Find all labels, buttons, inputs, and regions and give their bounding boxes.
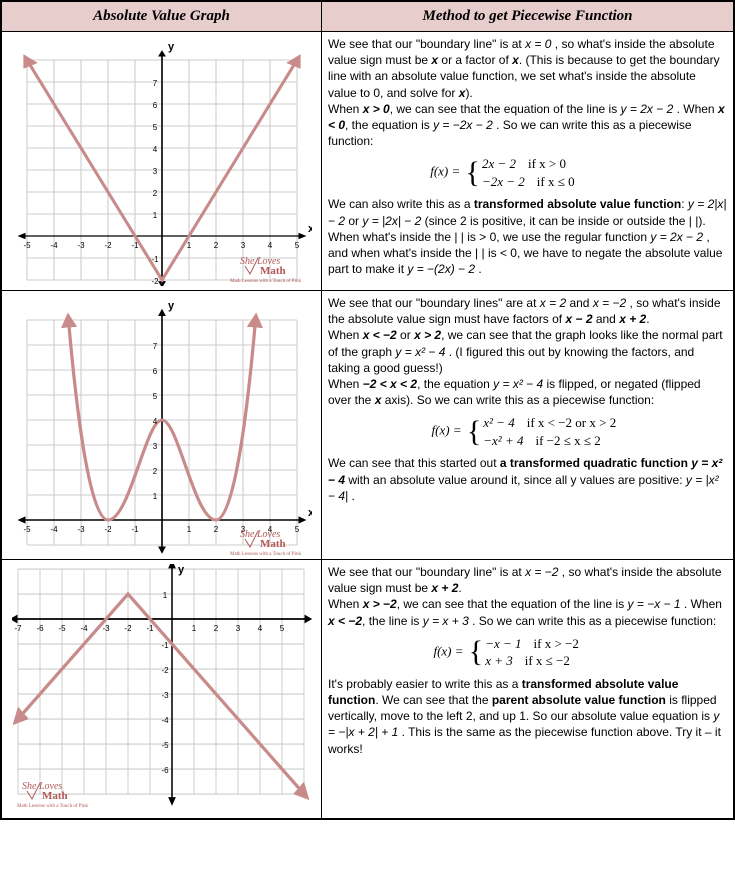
svg-text:-1: -1 [151, 255, 159, 264]
svg-text:4: 4 [257, 624, 262, 633]
svg-text:-6: -6 [36, 624, 44, 633]
svg-text:3: 3 [235, 624, 240, 633]
svg-text:-2: -2 [124, 624, 132, 633]
svg-text:-2: -2 [104, 241, 112, 250]
abs-value-graph-3: -7-6-5-4-3-2-1 12345 1 -1-2-3-4-5-6 y Sh… [12, 564, 312, 814]
abs-value-graph-1: -5-4-3-2-1 12345 -1-2 1234567 x y She Lo… [12, 36, 312, 286]
svg-text:Math: Math [42, 790, 68, 802]
svg-text:-5: -5 [23, 241, 31, 250]
svg-text:y: y [168, 300, 175, 312]
svg-text:1: 1 [191, 624, 196, 633]
svg-text:-6: -6 [161, 766, 169, 775]
svg-text:5: 5 [294, 241, 299, 250]
svg-text:-1: -1 [131, 241, 139, 250]
piecewise-2: f(x) = { x² − 4if x < −2 or x > 2 −x² + … [328, 414, 727, 449]
svg-text:4: 4 [152, 145, 157, 154]
svg-text:1: 1 [186, 241, 191, 250]
svg-text:y: y [168, 41, 175, 53]
svg-text:-3: -3 [77, 241, 85, 250]
svg-text:2: 2 [213, 525, 218, 534]
svg-text:Math Lessons with a Touch of P: Math Lessons with a Touch of Pink [230, 552, 301, 555]
svg-text:7: 7 [152, 342, 157, 351]
svg-text:-5: -5 [23, 525, 31, 534]
svg-text:-1: -1 [146, 624, 154, 633]
svg-text:1: 1 [186, 525, 191, 534]
method-cell-1: We see that our "boundary line" is at x … [322, 32, 734, 291]
svg-text:2: 2 [152, 189, 157, 198]
svg-text:-2: -2 [104, 525, 112, 534]
graph-cell-1: -5-4-3-2-1 12345 -1-2 1234567 x y She Lo… [2, 32, 322, 291]
piecewise-3: f(x) = { −x − 1if x > −2 x + 3if x ≤ −2 [328, 635, 727, 670]
svg-text:3: 3 [152, 167, 157, 176]
svg-text:Math: Math [260, 538, 286, 550]
table-row: -5-4-3-2-1 12345 1234567 x y She Loves M… [2, 291, 734, 560]
table-row: -7-6-5-4-3-2-1 12345 1 -1-2-3-4-5-6 y Sh… [2, 560, 734, 819]
svg-text:-4: -4 [50, 525, 58, 534]
svg-text:y: y [178, 564, 185, 576]
svg-text:2: 2 [213, 624, 218, 633]
svg-text:5: 5 [279, 624, 284, 633]
piecewise-1: f(x) = { 2x − 2if x > 0 −2x − 2if x ≤ 0 [328, 155, 727, 190]
main-table: Absolute Value Graph Method to get Piece… [1, 1, 734, 819]
svg-text:-2: -2 [161, 666, 169, 675]
table-row: -5-4-3-2-1 12345 -1-2 1234567 x y She Lo… [2, 32, 734, 291]
svg-text:-5: -5 [161, 741, 169, 750]
graph-cell-2: -5-4-3-2-1 12345 1234567 x y She Loves M… [2, 291, 322, 560]
svg-text:-1: -1 [131, 525, 139, 534]
svg-text:4: 4 [152, 417, 157, 426]
svg-text:-3: -3 [161, 691, 169, 700]
header-col2: Method to get Piecewise Function [322, 2, 734, 32]
svg-text:5: 5 [152, 123, 157, 132]
svg-text:Math Lessons with a Touch of P: Math Lessons with a Touch of Pink [230, 279, 301, 284]
svg-text:-2: -2 [151, 277, 159, 286]
svg-text:1: 1 [152, 492, 157, 501]
abs-value-graph-2: -5-4-3-2-1 12345 1234567 x y She Loves M… [12, 295, 312, 555]
svg-text:-4: -4 [50, 241, 58, 250]
svg-text:6: 6 [152, 101, 157, 110]
svg-text:1: 1 [152, 211, 157, 220]
svg-text:2: 2 [213, 241, 218, 250]
svg-text:-7: -7 [14, 624, 22, 633]
svg-text:5: 5 [294, 525, 299, 534]
svg-text:-5: -5 [58, 624, 66, 633]
svg-text:x: x [308, 223, 312, 235]
svg-text:x: x [308, 507, 312, 519]
svg-text:2: 2 [152, 467, 157, 476]
svg-text:1: 1 [162, 591, 167, 600]
svg-text:7: 7 [152, 79, 157, 88]
svg-text:Math Lessons with a Touch of P: Math Lessons with a Touch of Pink [17, 804, 88, 809]
svg-text:-3: -3 [102, 624, 110, 633]
svg-text:-3: -3 [77, 525, 85, 534]
svg-text:3: 3 [152, 442, 157, 451]
method-cell-2: We see that our "boundary lines" are at … [322, 291, 734, 560]
svg-text:3: 3 [240, 241, 245, 250]
svg-text:Math: Math [260, 265, 286, 277]
header-col1: Absolute Value Graph [2, 2, 322, 32]
svg-text:5: 5 [152, 392, 157, 401]
svg-text:-4: -4 [80, 624, 88, 633]
svg-text:-4: -4 [161, 716, 169, 725]
worksheet-table: Absolute Value Graph Method to get Piece… [0, 0, 735, 820]
graph-cell-3: -7-6-5-4-3-2-1 12345 1 -1-2-3-4-5-6 y Sh… [2, 560, 322, 819]
svg-text:6: 6 [152, 367, 157, 376]
method-cell-3: We see that our "boundary line" is at x … [322, 560, 734, 819]
svg-text:-1: -1 [161, 641, 169, 650]
svg-text:4: 4 [267, 241, 272, 250]
